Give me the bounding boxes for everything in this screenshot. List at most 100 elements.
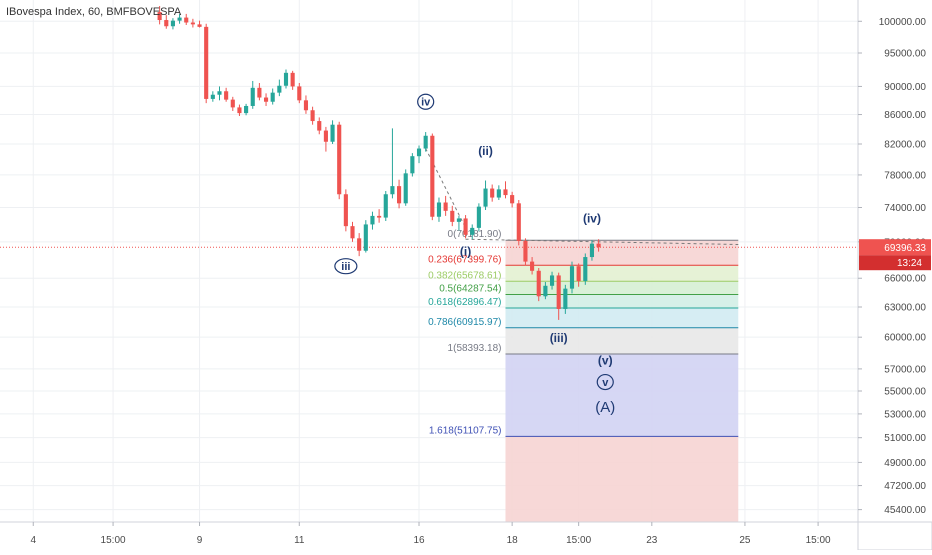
candle-up <box>277 79 282 97</box>
candle-down <box>257 83 262 101</box>
fib-level-label: 1(58393.18) <box>448 343 502 354</box>
time-tick-label: 15:00 <box>566 535 591 546</box>
candle-body <box>230 99 235 108</box>
trend-lines[interactable] <box>0 148 858 248</box>
last-price-badge[interactable]: 69396.33 13:24 <box>859 239 931 271</box>
wave-label[interactable]: (A) <box>595 399 615 416</box>
wave-label[interactable]: iv <box>417 93 435 110</box>
wave-labels[interactable]: iv iii (ii) (i) (iv) (iii) (v) v (A) <box>334 93 615 416</box>
candle-body <box>403 173 408 204</box>
candle-down <box>190 18 195 28</box>
candle-down <box>323 126 328 152</box>
fib-zone <box>505 265 739 282</box>
candle-up <box>270 88 275 105</box>
price-tick-label: 45400.00 <box>884 505 926 516</box>
candle-up <box>210 91 215 102</box>
time-tick-label: 23 <box>646 535 658 546</box>
time-tick-label: 15:00 <box>806 535 831 546</box>
candle-down <box>450 205 455 227</box>
candle-down <box>343 189 348 232</box>
candle-up <box>217 86 222 101</box>
wave-label-text: iv <box>421 97 431 109</box>
candle-body <box>270 92 275 102</box>
candle-up <box>423 132 428 152</box>
fib-zone <box>505 353 739 437</box>
candle-down <box>556 272 561 320</box>
wave-label[interactable]: (i) <box>460 245 471 259</box>
candle-down <box>337 121 342 200</box>
fibonacci-retracement[interactable]: 0(70181.90) 0.236(67399.76) 0.382(65678.61… <box>428 229 739 522</box>
candle-up <box>569 261 575 294</box>
candle-body <box>377 215 382 218</box>
wave-label-circle <box>417 93 435 110</box>
candle-up <box>390 128 395 199</box>
candle-body <box>357 238 362 251</box>
candle-body <box>410 156 415 174</box>
candle-down <box>263 93 269 106</box>
wave-label-text: v <box>602 377 609 389</box>
candle-up <box>583 253 588 285</box>
wave-label[interactable]: (iii) <box>550 331 568 345</box>
fib-level-label: 0(70181.90) <box>448 229 502 240</box>
candle-body <box>583 257 588 282</box>
chart-title: IBovespa Index, 60, BMFBOVESPA <box>6 6 182 18</box>
candle-up <box>177 13 182 24</box>
wave-label-text: (iv) <box>583 211 601 225</box>
price-tick-label: 51000.00 <box>884 433 926 444</box>
wave-label[interactable]: iii <box>334 258 358 275</box>
candle-body <box>283 72 289 86</box>
wave-label-circle <box>596 373 614 391</box>
price-axis-bg <box>858 0 932 550</box>
price-tick-label: 55000.00 <box>884 386 926 397</box>
candle-down <box>310 106 315 125</box>
candle-down <box>516 200 521 246</box>
candle-body <box>556 275 561 309</box>
candle-body <box>576 266 581 282</box>
candle-up <box>589 240 595 261</box>
fib-level-label: 0.618(62896.47) <box>428 297 501 308</box>
candle-down <box>523 238 528 266</box>
candle-body <box>530 261 535 271</box>
wave-label[interactable]: v <box>596 373 614 391</box>
candle-down <box>350 221 355 242</box>
fib-zone <box>505 327 739 354</box>
price-tick-label: 60000.00 <box>884 333 926 344</box>
candle-body <box>297 86 302 101</box>
candle-body <box>337 124 342 195</box>
candle-body <box>164 20 169 27</box>
fib-zone <box>505 240 739 266</box>
price-tick-label: 49000.00 <box>884 458 926 469</box>
wave-label[interactable]: (v) <box>598 353 613 367</box>
candle-up <box>436 197 442 222</box>
candle-down <box>596 239 601 252</box>
wave-label-text: iii <box>341 261 350 273</box>
candle-body <box>596 243 601 248</box>
candle-body <box>363 224 368 251</box>
fib-level-label: 0.786(60915.97) <box>428 317 501 328</box>
candle-up <box>496 185 501 201</box>
candle-up <box>476 203 481 232</box>
candle-down <box>377 209 382 223</box>
candle-body <box>456 218 461 222</box>
candle-down <box>503 181 508 199</box>
price-tick-label: 100000.00 <box>879 17 927 28</box>
candle-body <box>343 194 348 227</box>
wave-label[interactable]: (iv) <box>583 211 601 225</box>
candle-body <box>416 148 422 157</box>
candle-down <box>157 6 162 25</box>
wave-label-circle <box>334 258 358 275</box>
candle-down <box>317 117 322 135</box>
fib-level-label: 0.382(65678.61) <box>428 270 501 281</box>
price-tick-label: 53000.00 <box>884 409 926 420</box>
time-axis-bg <box>0 522 932 550</box>
candle-body <box>516 203 521 241</box>
fib-zone <box>505 436 739 522</box>
wave-label[interactable]: (ii) <box>478 144 493 158</box>
time-tick-label: 11 <box>294 535 305 546</box>
candle-body <box>350 226 355 239</box>
candle-body <box>244 105 249 114</box>
candle-body <box>263 97 269 102</box>
candle-body <box>476 206 481 228</box>
